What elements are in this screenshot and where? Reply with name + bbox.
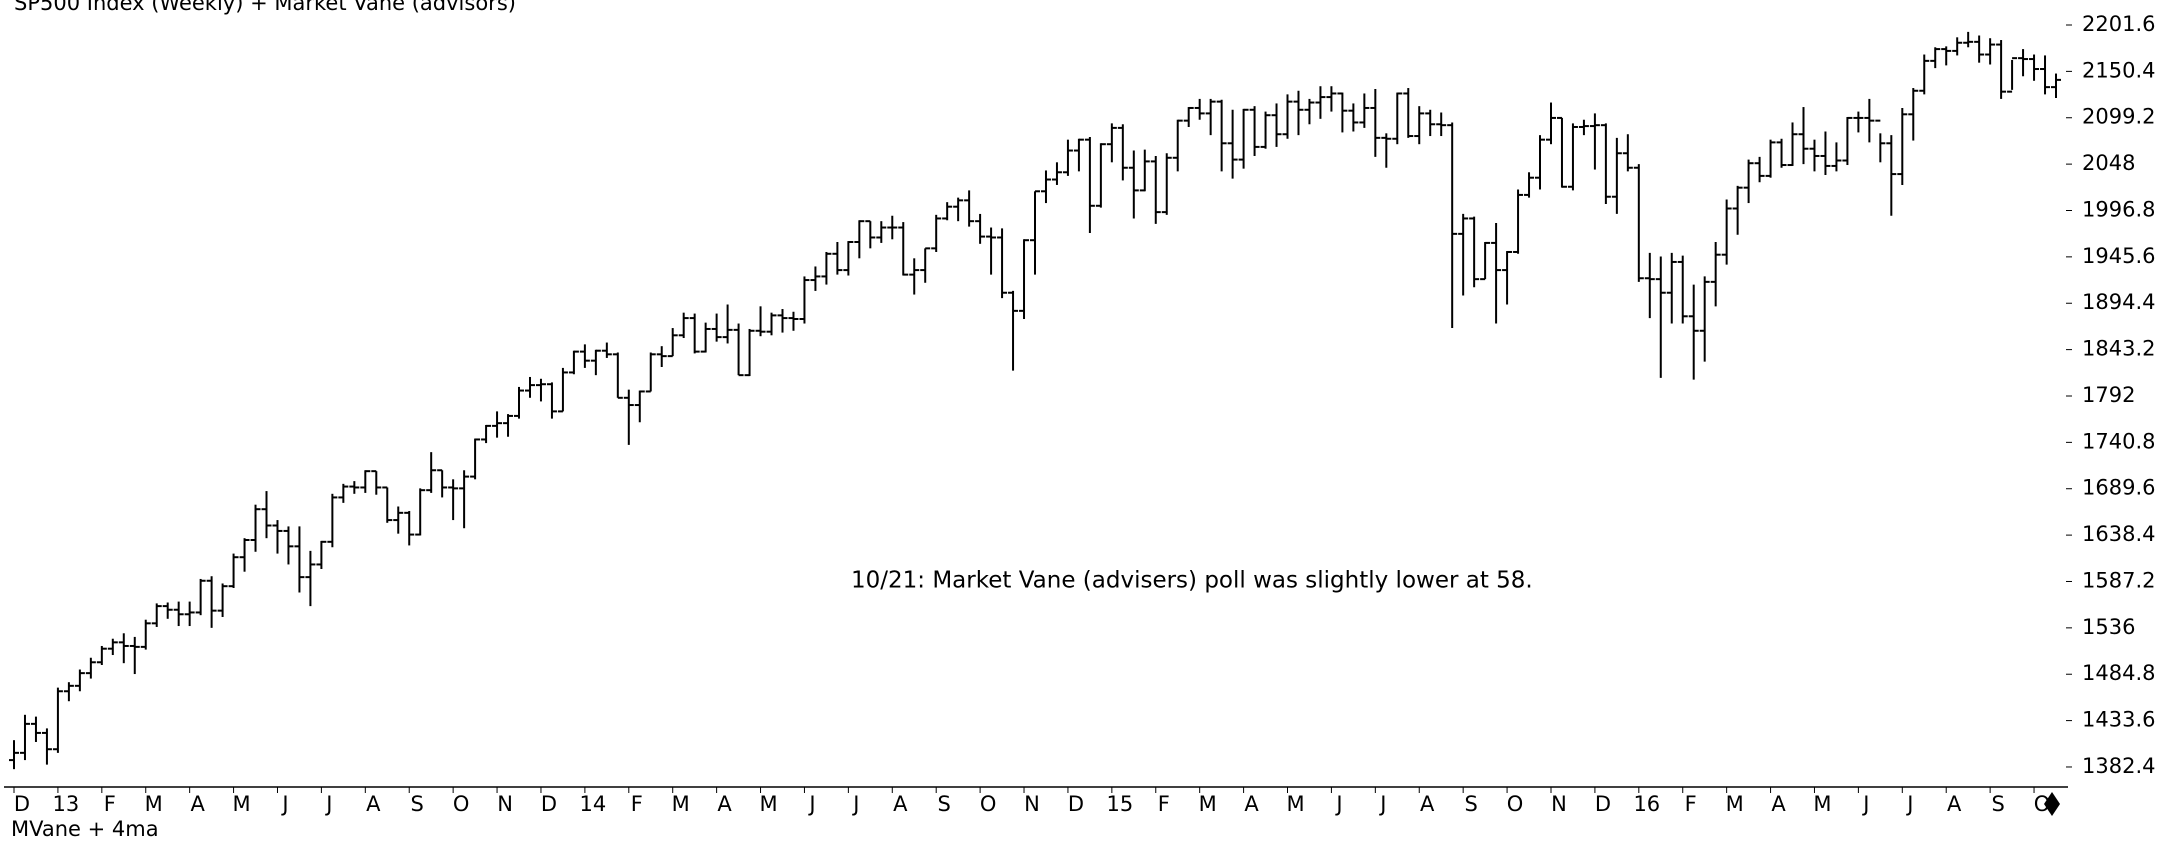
x-tick-label: S: [1991, 792, 2004, 816]
x-tick-label: M: [145, 792, 163, 816]
y-tick-label: 1587.2: [2082, 568, 2155, 592]
y-tick-label: 1484.8: [2082, 661, 2155, 685]
x-tick-label: J: [324, 792, 332, 816]
current-marker: [2044, 792, 2060, 816]
x-tick-label: J: [807, 792, 815, 816]
x-tick-label: O: [453, 792, 470, 816]
x-tick-label: D: [1068, 792, 1084, 816]
x-tick-label: 15: [1106, 792, 1133, 816]
x-tick-label: O: [2034, 792, 2051, 816]
y-tick-label: 1996.8: [2082, 197, 2155, 221]
y-tick-label: 2150.4: [2082, 58, 2155, 82]
x-tick-label: J: [1334, 792, 1342, 816]
y-tick-label: 1792: [2082, 383, 2135, 407]
y-tick-label: 1843.2: [2082, 337, 2155, 361]
x-tick-label: S: [1464, 792, 1477, 816]
x-tick-label: O: [980, 792, 997, 816]
x-tick-label: M: [759, 792, 777, 816]
x-tick-label: 13: [53, 792, 80, 816]
annotation: 10/21: Market Vane (advisers) poll was s…: [851, 568, 1533, 594]
x-tick-label: S: [411, 792, 424, 816]
y-tick-label: 1433.6: [2082, 708, 2155, 732]
x-tick-label: D: [541, 792, 557, 816]
x-tick-label: A: [190, 792, 205, 816]
y-tick-label: 1638.4: [2082, 522, 2155, 546]
chart-title: SP500 Index (Weekly) + Market Vane (advi…: [14, 0, 516, 15]
x-tick-label: J: [1378, 792, 1386, 816]
y-tick-label: 1945.6: [2082, 244, 2155, 268]
x-tick-label: A: [1420, 792, 1435, 816]
x-tick-label: M: [1726, 792, 1744, 816]
y-tick-label: 2099.2: [2082, 105, 2155, 129]
x-tick-label: O: [1507, 792, 1524, 816]
x-tick-label: S: [938, 792, 951, 816]
indicator-label: MVane + 4ma: [11, 817, 159, 841]
x-tick-label: A: [1947, 792, 1962, 816]
y-tick-label: 1536: [2082, 615, 2135, 639]
x-tick-label: A: [893, 792, 908, 816]
x-tick-label: N: [497, 792, 513, 816]
x-tick-label: M: [1286, 792, 1304, 816]
y-tick-label: 1382.4: [2082, 754, 2155, 778]
x-tick-label: F: [631, 792, 643, 816]
x-tick-label: M: [233, 792, 251, 816]
y-tick-label: 1740.8: [2082, 429, 2155, 453]
x-tick-label: A: [1771, 792, 1786, 816]
x-tick-label: D: [14, 792, 30, 816]
x-tick-label: J: [1905, 792, 1913, 816]
x-tick-label: 16: [1633, 792, 1660, 816]
x-tick-label: J: [851, 792, 859, 816]
x-tick-label: J: [1861, 792, 1869, 816]
x-tick-label: A: [1244, 792, 1259, 816]
x-tick-label: M: [1813, 792, 1831, 816]
x-tick-label: F: [104, 792, 116, 816]
x-tick-label: M: [672, 792, 690, 816]
x-tick-label: A: [717, 792, 732, 816]
x-tick-label: D: [1595, 792, 1611, 816]
y-tick-label: 2048: [2082, 151, 2135, 175]
y-tick-label: 1689.6: [2082, 476, 2155, 500]
x-tick-label: F: [1685, 792, 1697, 816]
x-tick-label: A: [366, 792, 381, 816]
x-tick-label: J: [280, 792, 288, 816]
y-tick-label: 2201.6: [2082, 12, 2155, 36]
x-tick-label: N: [1024, 792, 1040, 816]
x-tick-label: N: [1551, 792, 1567, 816]
x-tick-label: M: [1199, 792, 1217, 816]
x-tick-label: 14: [580, 792, 607, 816]
x-tick-label: F: [1158, 792, 1170, 816]
y-tick-label: 1894.4: [2082, 290, 2155, 314]
